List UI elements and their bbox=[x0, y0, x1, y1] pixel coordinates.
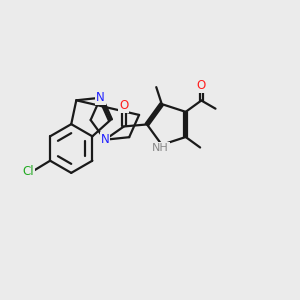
Text: O: O bbox=[197, 79, 206, 92]
Text: N: N bbox=[100, 133, 109, 146]
Text: O: O bbox=[119, 99, 128, 112]
Text: Cl: Cl bbox=[22, 165, 34, 178]
Text: N: N bbox=[96, 91, 105, 104]
Text: NH: NH bbox=[152, 143, 169, 153]
